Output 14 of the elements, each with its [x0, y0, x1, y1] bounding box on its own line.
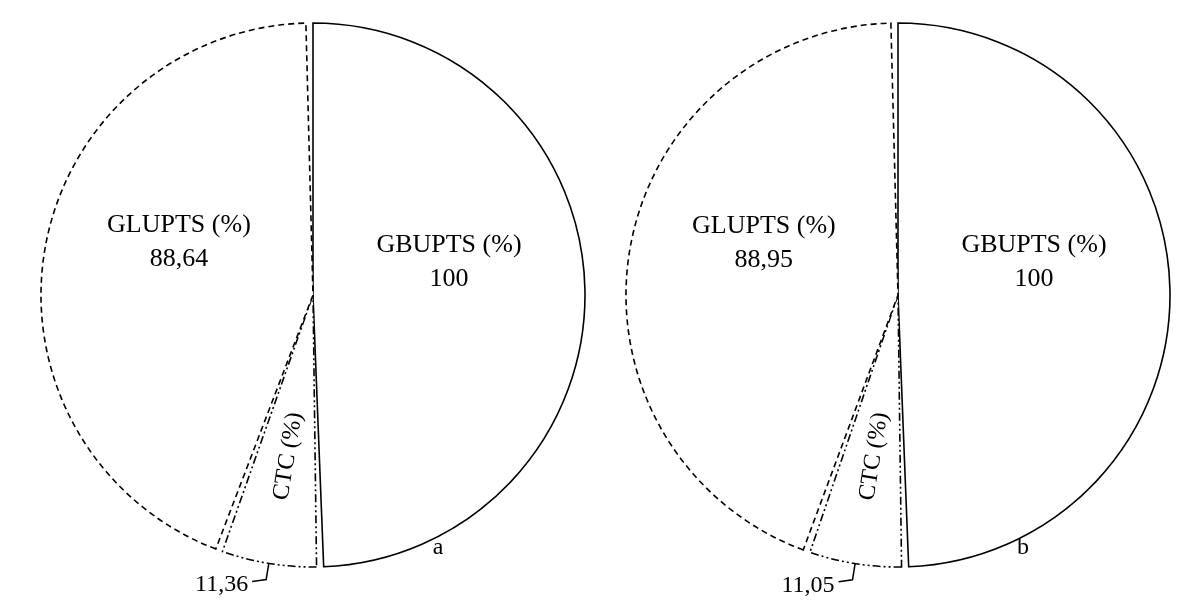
data-label: 100 — [1014, 263, 1054, 293]
data-label: 88,95 — [734, 243, 794, 273]
slice-label: GBUPTS (%) — [961, 229, 1107, 259]
slice-label: CTC (%) — [266, 410, 307, 502]
text: a — [432, 533, 444, 559]
slice-label: GLUPTS (%) — [691, 209, 836, 239]
data-label: 88,64 — [149, 243, 209, 273]
data-label: 11,05 — [781, 570, 835, 597]
data-label: 100 — [429, 263, 469, 293]
text: b — [1017, 533, 1029, 559]
data-label: 11,36 — [195, 570, 249, 597]
slice-label: GLUPTS (%) — [107, 209, 251, 239]
slice-label: CTC (%) — [852, 410, 893, 502]
slice-label: GBUPTS (%) — [376, 229, 522, 259]
